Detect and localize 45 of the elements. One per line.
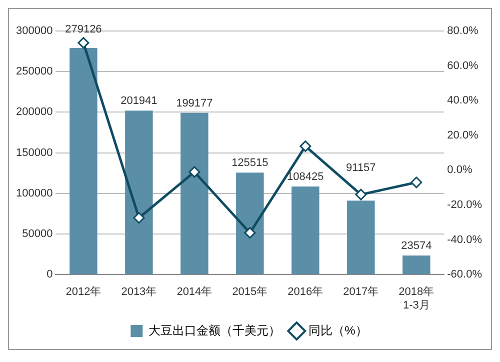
legend-label: 大豆出口金额（千美元） bbox=[148, 323, 281, 338]
y-tick-label: 200000 bbox=[16, 106, 53, 118]
y2-tick-label: -40.0% bbox=[447, 234, 482, 246]
point bbox=[188, 166, 200, 178]
data-label: 91157 bbox=[346, 162, 376, 174]
y-tick-label: 300000 bbox=[16, 25, 53, 38]
data-label: 279126 bbox=[65, 23, 102, 36]
bar bbox=[292, 186, 320, 274]
point bbox=[78, 37, 90, 49]
y-tick-label: 0 bbox=[46, 268, 53, 281]
bar bbox=[70, 48, 98, 274]
point bbox=[355, 188, 367, 200]
y2-tick-label: 20.0% bbox=[447, 129, 479, 142]
y2-tick-label: -20.0% bbox=[447, 199, 482, 212]
y2-tick-label: 60.0% bbox=[447, 60, 479, 72]
point bbox=[133, 212, 145, 224]
x-tick-label: 2013年 bbox=[121, 286, 157, 298]
bar bbox=[180, 112, 208, 274]
y-tick-label: 50000 bbox=[22, 228, 53, 240]
data-label: 108425 bbox=[287, 171, 324, 184]
y2-tick-label: -60.0% bbox=[447, 268, 482, 281]
y-tick-label: 150000 bbox=[16, 146, 53, 159]
y-tick-label: 250000 bbox=[16, 66, 53, 78]
bar bbox=[236, 172, 264, 274]
data-label: 23574 bbox=[401, 240, 432, 252]
point bbox=[244, 227, 256, 239]
data-label: 199177 bbox=[176, 97, 213, 110]
y2-tick-label: 40.0% bbox=[447, 94, 479, 107]
point bbox=[300, 140, 312, 152]
x-tick-label: 2015年 bbox=[232, 286, 268, 298]
y2-tick-label: 0.0% bbox=[447, 164, 472, 176]
bar bbox=[402, 255, 430, 274]
x-tick-label: 2018年 1-3月 bbox=[398, 286, 434, 312]
legend-label: 同比（%） bbox=[308, 323, 368, 338]
point bbox=[410, 176, 422, 188]
x-tick-label: 2012年 bbox=[66, 286, 102, 298]
data-label: 201941 bbox=[120, 95, 158, 108]
x-tick-label: 2016年 bbox=[288, 286, 324, 298]
y2-tick-label: 80.0% bbox=[447, 25, 479, 38]
data-label: 125515 bbox=[232, 157, 268, 170]
y-tick-label: 100000 bbox=[16, 187, 53, 200]
bar bbox=[125, 110, 153, 274]
x-tick-label: 2017年 bbox=[343, 286, 379, 298]
bar bbox=[347, 200, 375, 274]
x-tick-label: 2014年 bbox=[176, 286, 212, 298]
